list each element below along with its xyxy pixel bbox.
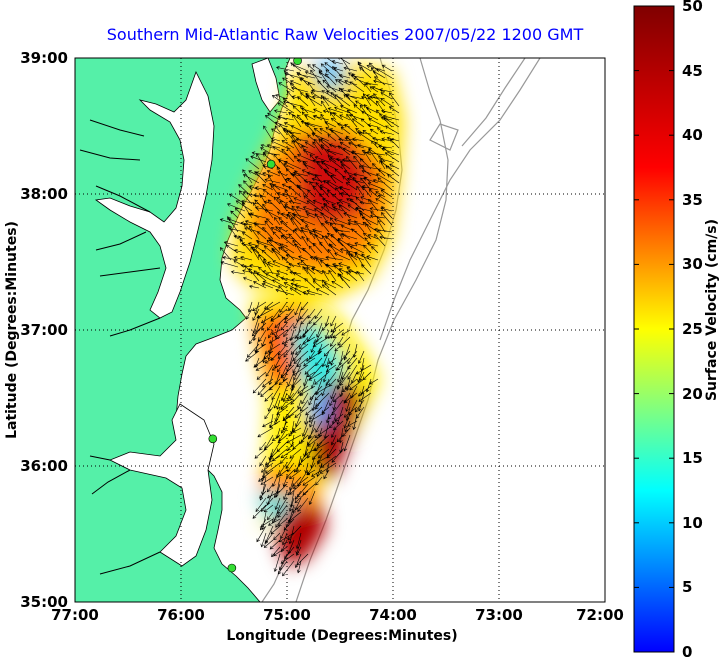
x-tick-label: 75:00 bbox=[263, 606, 311, 624]
plot-area bbox=[75, 58, 605, 602]
x-tick-label: 72:00 bbox=[576, 606, 624, 624]
x-tick-label: 73:00 bbox=[475, 606, 523, 624]
velocity-vectors bbox=[219, 58, 400, 577]
plot-frame bbox=[74, 57, 606, 603]
chesapeake-bay bbox=[94, 70, 215, 319]
y-tick-label: 36:00 bbox=[20, 457, 68, 475]
x-axis-label: Longitude (Degrees:Minutes) bbox=[226, 628, 457, 644]
radar-station-marker bbox=[266, 159, 276, 169]
y-tick-label: 38:00 bbox=[20, 185, 68, 203]
y-tick-label: 39:00 bbox=[20, 49, 68, 67]
sound-inlets bbox=[89, 455, 161, 575]
x-tick-label: 77:00 bbox=[51, 606, 99, 624]
y-tick-label: 37:00 bbox=[20, 321, 68, 339]
x-tick-label: 76:00 bbox=[157, 606, 205, 624]
radar-station-marker bbox=[227, 563, 237, 573]
colorbar-tick-label: 5 bbox=[682, 578, 692, 596]
x-tick-label: 74:00 bbox=[369, 606, 417, 624]
colorbar-tick-label: 35 bbox=[682, 191, 703, 209]
colorbar-label: Surface Velocity (cm/s) bbox=[704, 219, 720, 401]
map-title: Southern Mid-Atlantic Raw Velocities 200… bbox=[107, 25, 584, 44]
colorbar-scale bbox=[633, 5, 675, 653]
y-axis-label: Latitude (Degrees:Minutes) bbox=[4, 221, 20, 439]
colorbar: 50 45 40 35 30 25 20 15 10 5 0 Surface V… bbox=[633, 0, 720, 659]
radar-stations bbox=[208, 58, 302, 573]
colorbar-tick-label: 20 bbox=[682, 385, 703, 403]
colorbar-tick-label: 30 bbox=[682, 255, 703, 273]
colorbar-tick-label: 0 bbox=[682, 643, 692, 659]
y-tick-label: 35:00 bbox=[20, 593, 68, 611]
velocity-field bbox=[219, 58, 404, 577]
velocity-arrow-set bbox=[219, 58, 400, 577]
radar-station-marker bbox=[293, 58, 302, 66]
grid-lines bbox=[75, 58, 605, 602]
colorbar-tick-label: 50 bbox=[682, 0, 703, 15]
colorbar-tick-label: 40 bbox=[682, 126, 703, 144]
delaware-bay bbox=[251, 58, 281, 113]
x-axis: 77:00 76:00 75:00 74:00 73:00 72:00 Long… bbox=[51, 606, 624, 644]
river-lines bbox=[79, 119, 161, 337]
colorbar-tick-label: 15 bbox=[682, 449, 703, 467]
colorbar-tick-label: 45 bbox=[682, 62, 703, 80]
radar-station-marker bbox=[208, 434, 218, 444]
y-axis: 39:00 38:00 37:00 36:00 35:00 Latitude (… bbox=[4, 49, 68, 611]
colorbar-tick-label: 10 bbox=[682, 514, 703, 532]
colorbar-tick-label: 25 bbox=[682, 320, 703, 338]
